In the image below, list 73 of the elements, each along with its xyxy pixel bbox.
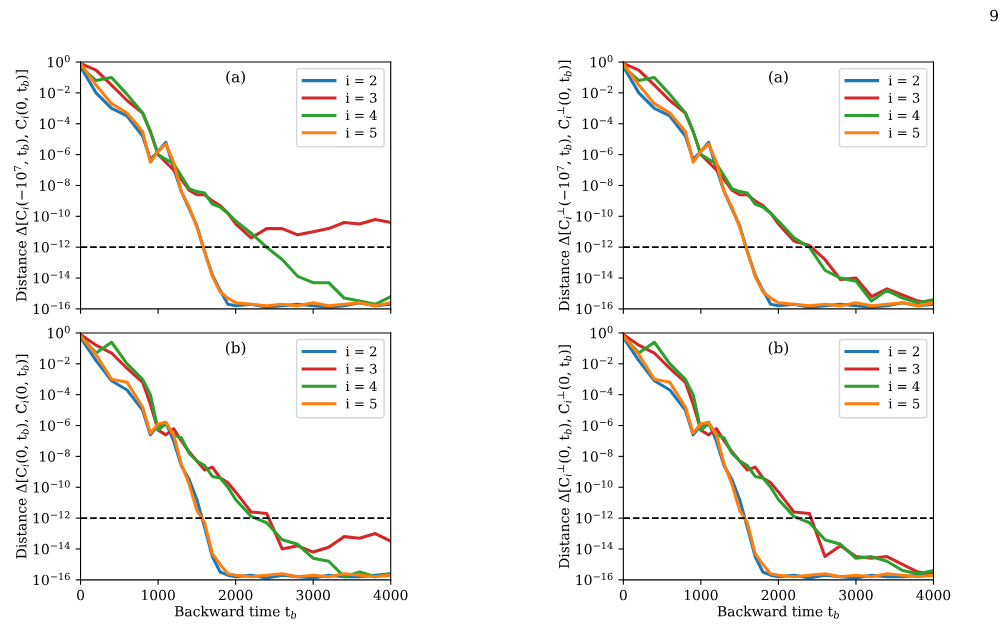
text: Distance Δ[C$_{i}$(−10$^{7}$, t$_{b}$), C̃$_{i}$(0, t$_{b}$)]: [14, 70, 29, 302]
y-tick-label: 10$^{−8}$: [40, 178, 70, 191]
y-tick-label: 10$^{0}$: [48, 325, 70, 339]
x-tick-label: 2000: [218, 589, 253, 601]
y-tick-label: 10$^{−14}$: [33, 541, 70, 555]
legend-label: i = 3: [345, 363, 377, 374]
x-tick-label: 3000: [839, 589, 873, 601]
legend-label: i = 5: [345, 398, 377, 409]
legend-label: i = 3: [888, 363, 920, 374]
y-tick-label: 10$^{0}$: [48, 54, 70, 68]
y-tick-label: 10$^{−10}$: [33, 209, 70, 222]
x-tick-label: 4000: [916, 589, 951, 601]
x-tick-label: 4000: [373, 589, 408, 601]
y-tick-label: 10$^{−16}$: [576, 572, 613, 586]
y-tick-label: 10$^{−4}$: [40, 116, 70, 130]
annotation: (a): [226, 70, 245, 85]
legend-label: i = 4: [345, 381, 377, 391]
y-tick-label: 10$^{0}$: [590, 325, 613, 339]
y-tick-label: 10$^{−16}$: [33, 301, 70, 315]
x-axis-title: Backward time t$_{b}$: [717, 605, 839, 619]
legend-label: i = 4: [888, 381, 920, 391]
y-tick-label: 10$^{−4}$: [582, 387, 613, 401]
y-tick-label: 10$^{−6}$: [40, 418, 70, 431]
legend-label: i = 3: [888, 92, 920, 103]
y-tick-label: 10$^{−10}$: [33, 480, 70, 493]
x-tick-label: 1000: [142, 589, 175, 601]
text: Distance Δ[C$_{i}$$^{⊥}$(0, t$_{b}$), C̃$_{i}$$^{⊥}$(0, t$_{b}$)]: [557, 345, 572, 569]
y-tick-label: 10$^{−8}$: [40, 449, 70, 462]
x-tick-label: 3000: [296, 589, 330, 601]
x-axis-title: Backward time t$_{b}$: [174, 605, 297, 619]
y-tick-label: 10$^{−8}$: [582, 178, 613, 191]
y-tick-label: 10$^{0}$: [590, 54, 613, 68]
text: 9: [990, 9, 998, 22]
legend-label: i = 5: [888, 127, 920, 138]
y-tick-label: 10$^{−16}$: [33, 572, 70, 586]
annotation: (a): [769, 70, 788, 85]
y-tick-label: 10$^{−12}$: [576, 240, 613, 253]
y-tick-label: 10$^{−10}$: [576, 209, 613, 222]
legend-label: i = 3: [345, 92, 377, 103]
legend-label: i = 2: [888, 346, 919, 357]
text: Distance Δ[C$_{i}$$^{⊥}$(−10$^{7}$, t$_{b}$), C̃$_{i}$$^{⊥}$(0, t$_{b}$)]: [556, 60, 572, 311]
y-tick-label: 10$^{−4}$: [40, 387, 70, 401]
y-tick-label: 10$^{−2}$: [582, 85, 613, 99]
legend-label: i = 5: [345, 127, 377, 138]
y-tick-label: 10$^{−4}$: [582, 116, 613, 130]
y-tick-label: 10$^{−14}$: [33, 270, 70, 284]
y-tick-label: 10$^{−14}$: [576, 270, 613, 284]
y-tick-label: 10$^{−6}$: [40, 147, 70, 160]
y-tick-label: 10$^{−14}$: [576, 541, 613, 555]
y-tick-label: 10$^{−10}$: [576, 480, 613, 493]
y-tick-label: 10$^{−6}$: [582, 147, 613, 160]
y-tick-label: 10$^{−2}$: [40, 356, 70, 370]
legend-label: i = 2: [345, 75, 377, 86]
legend-label: i = 4: [345, 110, 377, 121]
y-tick-label: 10$^{−6}$: [582, 418, 613, 431]
y-tick-label: 10$^{−16}$: [576, 301, 613, 315]
y-tick-label: 10$^{−2}$: [40, 85, 70, 99]
x-tick-label: 0: [77, 589, 85, 601]
legend-label: i = 2: [345, 346, 377, 357]
y-tick-label: 10$^{−2}$: [582, 356, 613, 370]
annotation: (b): [768, 341, 789, 356]
legend-label: i = 4: [888, 110, 920, 121]
legend-label: i = 5: [888, 398, 920, 409]
y-tick-label: 10$^{−12}$: [33, 511, 70, 524]
annotation: (b): [226, 341, 246, 356]
y-tick-label: 10$^{−8}$: [582, 449, 613, 462]
x-tick-label: 2000: [761, 589, 796, 601]
y-tick-label: 10$^{−12}$: [576, 511, 613, 524]
x-tick-label: 1000: [684, 589, 718, 601]
x-tick-label: 0: [619, 589, 627, 601]
y-tick-label: 10$^{−12}$: [33, 240, 70, 253]
text: Distance Δ[C$_{i}$(0, t$_{b}$), C̃$_{i}$(0, t$_{b}$)]: [15, 354, 29, 559]
legend-label: i = 2: [888, 75, 919, 86]
